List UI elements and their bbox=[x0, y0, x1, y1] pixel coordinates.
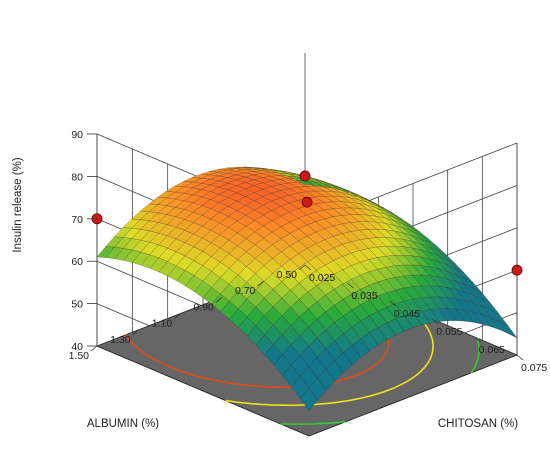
x-tick-mark bbox=[474, 336, 481, 343]
x-tick-label: 0.055 bbox=[436, 326, 462, 338]
x-tick-mark bbox=[516, 354, 524, 361]
x-tick-label: 0.025 bbox=[309, 272, 335, 284]
y-axis-label: ALBUMIN (%) bbox=[87, 418, 159, 430]
contour-line bbox=[280, 337, 480, 425]
y-tick-label: 0.50 bbox=[277, 269, 298, 281]
x-axis-label: CHITOSAN (%) bbox=[438, 418, 518, 430]
x-tick-mark bbox=[431, 318, 439, 325]
x-tick-mark bbox=[389, 300, 397, 307]
z-axis-label: Insulin release (%) bbox=[12, 157, 24, 252]
y-tick-mark bbox=[90, 345, 98, 352]
response-surface bbox=[96, 166, 518, 411]
x-tick-label: 0.065 bbox=[479, 344, 505, 356]
x-tick-label: 0.075 bbox=[521, 362, 547, 374]
y-tick-label: 1.30 bbox=[110, 334, 131, 346]
y-tick-mark bbox=[132, 329, 139, 336]
x-tick-label: 0.045 bbox=[394, 308, 420, 320]
x-tick-mark bbox=[347, 282, 354, 289]
design-point bbox=[301, 196, 313, 208]
y-tick-mark bbox=[215, 297, 223, 303]
z-tick-label: 70 bbox=[71, 214, 83, 226]
y-tick-label: 1.50 bbox=[69, 350, 90, 362]
y-tick-mark bbox=[257, 280, 264, 287]
design-point bbox=[511, 264, 523, 276]
y-tick-mark bbox=[298, 264, 306, 271]
y-tick-label: 0.90 bbox=[193, 301, 214, 313]
x-tick-label: 0.035 bbox=[351, 290, 377, 302]
z-tick-label: 40 bbox=[71, 341, 83, 353]
z-tick-label: 50 bbox=[71, 299, 83, 311]
x-tick-mark bbox=[304, 264, 312, 271]
y-tick-label: 0.70 bbox=[235, 285, 256, 297]
z-tick-label: 80 bbox=[71, 171, 83, 183]
z-tick-label: 60 bbox=[71, 256, 83, 268]
y-tick-mark bbox=[173, 313, 181, 319]
y-tick-label: 1.10 bbox=[152, 318, 173, 330]
design-point bbox=[299, 170, 311, 182]
tick-labels: 40 50 60 70 80 90 0.025 0.035 0.045 0.055 0.065 0.0… bbox=[69, 129, 548, 374]
z-tick-label: 90 bbox=[71, 129, 83, 141]
